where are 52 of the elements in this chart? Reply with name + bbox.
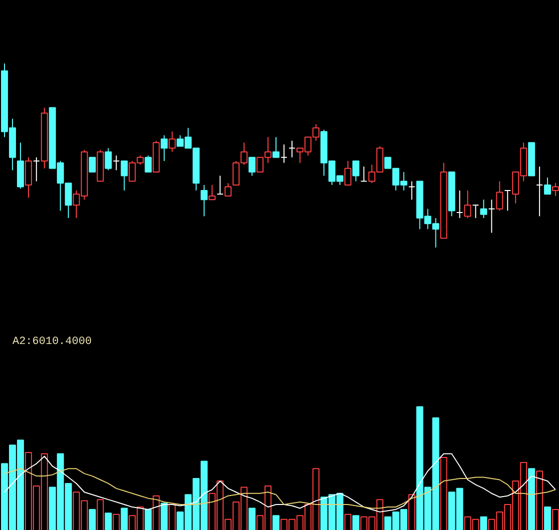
candlestick xyxy=(24,156,32,198)
candlestick xyxy=(344,160,352,186)
candlestick xyxy=(544,177,552,195)
bar xyxy=(160,502,168,530)
candlestick xyxy=(352,160,360,182)
bar xyxy=(344,514,352,530)
candlestick xyxy=(88,156,96,173)
candlestick xyxy=(360,166,368,182)
candlestick xyxy=(224,182,232,196)
candlestick xyxy=(112,155,120,171)
candlestick xyxy=(200,184,208,217)
candlestick xyxy=(464,190,472,219)
candlestick xyxy=(536,166,544,217)
bar xyxy=(552,508,559,530)
bar xyxy=(440,456,448,530)
bar xyxy=(104,512,112,530)
bar xyxy=(352,515,360,530)
candlestick xyxy=(472,204,480,219)
candlestick xyxy=(504,190,512,212)
candlestick xyxy=(32,156,40,182)
bar xyxy=(480,516,488,530)
bar xyxy=(112,514,120,530)
bar xyxy=(88,508,96,530)
bar xyxy=(152,495,160,530)
bar xyxy=(120,508,128,530)
candlestick xyxy=(272,136,280,158)
candlestick xyxy=(168,131,176,152)
bar xyxy=(528,468,536,530)
candlestick xyxy=(280,144,288,164)
bar xyxy=(168,504,176,530)
candlestick xyxy=(160,134,168,162)
text: A2:6010.4000 xyxy=(12,336,92,348)
candlestick xyxy=(216,175,224,195)
candlestick xyxy=(120,160,128,191)
candlestick xyxy=(480,199,488,219)
candlestick xyxy=(248,156,256,176)
candlestick xyxy=(552,182,559,196)
candlestick xyxy=(496,180,504,212)
bar xyxy=(96,499,104,530)
bar xyxy=(272,515,280,530)
bar xyxy=(144,508,152,530)
bar xyxy=(536,470,544,530)
candlestick xyxy=(456,190,464,219)
candlestick xyxy=(208,184,216,200)
candlestick xyxy=(104,148,112,171)
bar xyxy=(408,494,416,530)
bar xyxy=(248,508,256,530)
candlestick xyxy=(408,180,416,200)
candlestick xyxy=(144,155,152,173)
candlestick xyxy=(488,199,496,234)
candlestick xyxy=(288,140,296,158)
bar xyxy=(544,506,552,530)
